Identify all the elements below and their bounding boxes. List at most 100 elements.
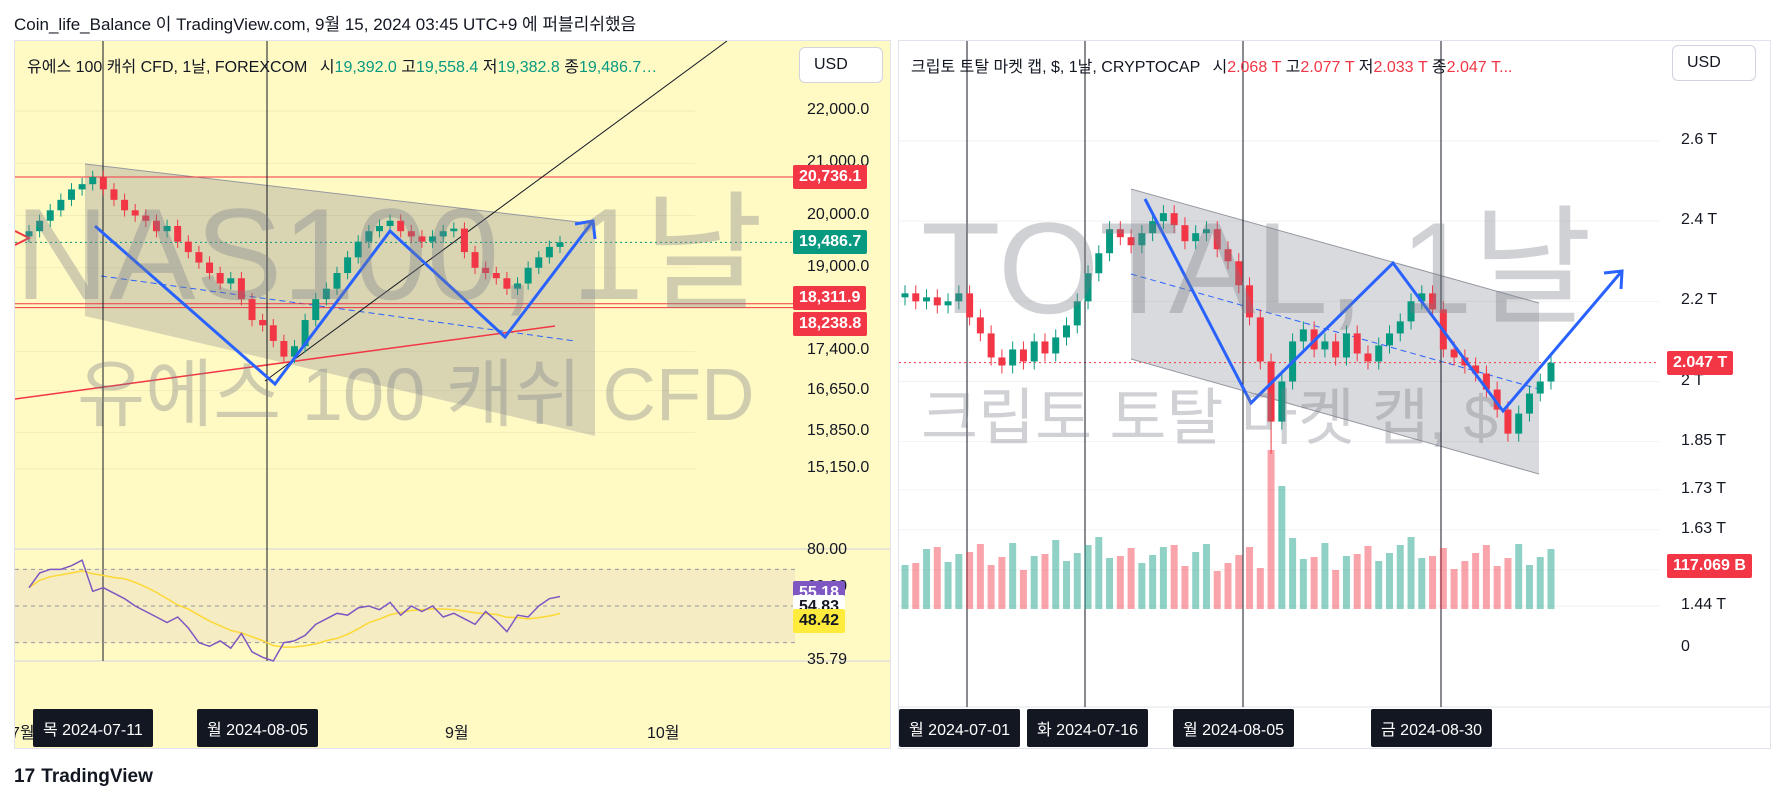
legend-title: 유에스 100 캐쉬 CFD, 1날, FOREXCOM <box>27 59 308 76</box>
candle-body <box>121 199 129 211</box>
legend-close-label: 종 <box>1431 59 1447 76</box>
candle-body <box>1504 409 1512 434</box>
candle-body <box>460 228 468 253</box>
y-axis-tick: 15,150.0 <box>807 459 870 476</box>
candle-body <box>1235 261 1243 286</box>
legend-open-label: 시 <box>1212 59 1228 76</box>
currency-button[interactable]: USD <box>1672 45 1756 81</box>
candle-body <box>966 293 974 318</box>
candle-body <box>1019 349 1027 362</box>
candle-body <box>1332 341 1340 358</box>
legend-high: 2.077 T <box>1300 59 1355 76</box>
y-axis-tick: 1.44 T <box>1681 596 1727 613</box>
volume-bar <box>1041 554 1049 609</box>
candle-body <box>1493 389 1501 410</box>
candle-body <box>354 241 362 258</box>
candle-body <box>259 320 267 326</box>
volume-bar <box>1439 548 1447 609</box>
candle-body <box>1278 381 1286 422</box>
candle-body <box>1256 317 1264 362</box>
y-axis-tick: 1.63 T <box>1681 519 1727 537</box>
tradingview-logo[interactable]: 17 TradingView <box>14 766 153 788</box>
volume-bar <box>1547 549 1555 609</box>
volume-bar <box>1429 556 1437 609</box>
candle-body <box>237 278 245 300</box>
candle-body <box>1299 329 1307 342</box>
rsi-axis-tick: 35.79 <box>807 651 848 668</box>
volume-bar <box>1235 555 1243 609</box>
volume-bar <box>1375 561 1383 609</box>
candle-body <box>1095 253 1103 274</box>
volume-bar <box>1342 556 1350 609</box>
candle-body <box>471 252 479 268</box>
candle-body <box>216 273 224 284</box>
candle-body <box>1063 325 1070 338</box>
candle-body <box>142 215 150 221</box>
total-chart-panel[interactable]: TOTAL, 1날 크립토 토탈 마켓 캡, $ 크립토 토탈 마켓 캡, $,… <box>898 40 1771 749</box>
rsi-line <box>28 559 561 662</box>
symbol-legend[interactable]: 유에스 100 캐쉬 CFD, 1날, FOREXCOM 시19,392.0 고… <box>27 53 657 77</box>
candle-body <box>1084 273 1092 302</box>
tv-logo-text: TradingView <box>41 766 153 787</box>
legend-low-label: 저 <box>482 59 498 76</box>
symbol-legend[interactable]: 크립토 토탈 마켓 캡, $, 1날, CRYPTOCAP 시2.068 T 고… <box>911 53 1512 77</box>
candle-body <box>333 273 341 289</box>
channel-lower <box>1130 358 1540 475</box>
nas100-chart-canvas[interactable] <box>15 41 891 749</box>
y-axis-tick: 16,650.0 <box>807 380 870 398</box>
legend-close: 2.047 T... <box>1446 59 1513 76</box>
candle-body <box>407 231 415 237</box>
candle-body <box>1407 301 1415 322</box>
volume-bar <box>1267 450 1275 609</box>
tv-logo-icon: 17 <box>14 766 36 787</box>
candle-body <box>1213 229 1221 250</box>
candle-body <box>1418 293 1426 302</box>
candle-body <box>1030 341 1038 362</box>
date-chip: 금 2024-08-30 <box>1371 709 1493 747</box>
candle-body <box>1138 233 1146 246</box>
candle-body <box>1267 361 1275 422</box>
legend-title: 크립토 토탈 마켓 캡, $, 1날, CRYPTOCAP <box>911 59 1200 76</box>
candle-body <box>418 236 426 242</box>
candle-body <box>976 317 984 334</box>
volume-bar <box>998 557 1006 609</box>
candle-body <box>1375 345 1383 362</box>
trendline-black <box>264 41 728 382</box>
legend-open: 2.068 T <box>1227 59 1282 76</box>
currency-button[interactable]: USD <box>799 47 883 83</box>
volume-bar <box>1310 557 1318 609</box>
volume-bar <box>1364 546 1372 609</box>
legend-low: 2.033 T <box>1373 59 1428 76</box>
candle-body <box>322 288 330 300</box>
candle-body <box>99 177 107 190</box>
volume-bar <box>1224 563 1232 609</box>
volume-bar <box>1246 547 1254 609</box>
y-axis-tick: 1.73 T <box>1681 479 1727 497</box>
volume-bar <box>1192 552 1200 609</box>
volume-bar <box>1525 565 1533 609</box>
volume-bar <box>1482 545 1490 609</box>
rsi-ma-line <box>28 570 561 648</box>
total-chart-canvas[interactable] <box>899 41 1771 749</box>
x-axis-label: 7월 <box>15 725 35 742</box>
volume-bar <box>1127 548 1135 609</box>
pattern-arrowhead <box>574 219 597 240</box>
volume-bar <box>912 563 920 609</box>
candle-body <box>1429 293 1437 310</box>
candle-body <box>110 189 118 200</box>
candle-body <box>312 299 320 321</box>
x-axis-label: 10월 <box>647 725 680 742</box>
volume-bar <box>1515 544 1523 609</box>
candle-body <box>1073 301 1081 326</box>
candle-body <box>1364 353 1372 362</box>
candle-body <box>1202 229 1210 234</box>
candle-body <box>1482 373 1490 390</box>
volume-badge: 117.069 B <box>1667 554 1752 578</box>
volume-bar <box>1213 571 1221 609</box>
legend-open-label: 시 <box>319 59 335 76</box>
y-axis-tick: 20,000.0 <box>807 205 870 223</box>
volume-bar <box>1386 553 1393 609</box>
volume-bar <box>966 552 974 609</box>
candle-body <box>163 225 171 232</box>
nas100-chart-panel[interactable]: NAS100, 1날 유에스 100 캐쉬 CFD 유에스 100 캐쉬 CFD… <box>14 40 891 749</box>
